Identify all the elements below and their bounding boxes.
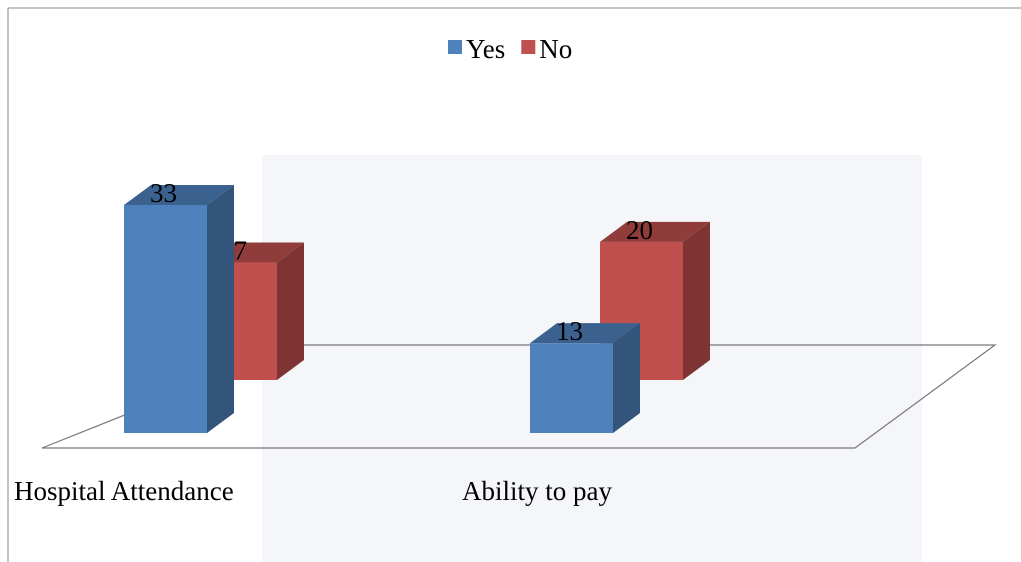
legend-label: No — [539, 34, 572, 64]
data-label: 13 — [556, 316, 583, 346]
bar-top — [530, 323, 640, 344]
legend-swatch — [521, 40, 536, 54]
bar-top — [600, 221, 710, 242]
legend: Yes No — [448, 34, 572, 64]
x-tick-label: Hospital Attendance — [14, 476, 234, 506]
bar-side — [683, 221, 710, 380]
bar-top — [124, 185, 234, 205]
bar-side — [613, 323, 640, 433]
bar — [530, 343, 613, 433]
bar-side — [207, 185, 234, 433]
bar-side — [277, 242, 304, 380]
legend-label: Yes — [466, 34, 505, 64]
data-label: 33 — [150, 178, 177, 208]
data-label: 20 — [626, 215, 653, 245]
legend-swatch — [448, 40, 462, 54]
bar — [124, 205, 207, 433]
plot: 17203313 — [124, 178, 710, 433]
x-tick-label: Ability to pay — [462, 476, 612, 506]
